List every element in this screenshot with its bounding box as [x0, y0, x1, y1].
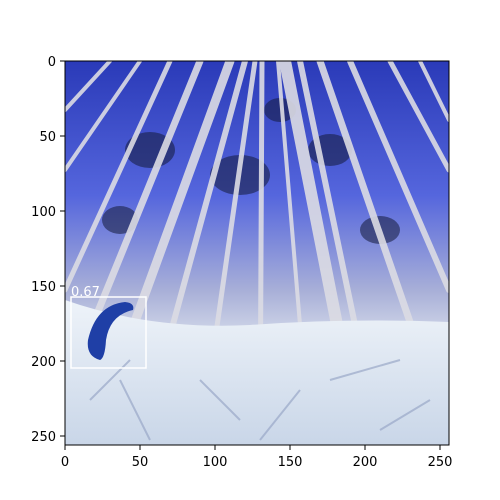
detection-score: 0.67 — [71, 285, 100, 300]
detection-box — [70, 296, 147, 369]
y-tick-label: 0 — [48, 55, 56, 70]
x-tick-label: 100 — [203, 455, 228, 470]
y-tick-label: 200 — [31, 355, 56, 370]
x-tick-label: 200 — [353, 455, 378, 470]
ground — [65, 300, 449, 445]
y-tick-label: 150 — [31, 280, 56, 295]
y-tick-label: 250 — [31, 430, 56, 445]
detected-object — [87, 302, 134, 360]
axes-frame — [64, 60, 450, 446]
x-axis: 0 50 100 150 200 250 — [61, 445, 453, 470]
photo: 0.67 — [65, 61, 449, 445]
x-tick-label: 150 — [278, 455, 303, 470]
x-tick-label: 50 — [132, 455, 149, 470]
y-axis: 0 50 100 150 200 250 — [31, 55, 65, 445]
y-tick-label: 100 — [31, 205, 56, 220]
x-tick-label: 0 — [61, 455, 69, 470]
x-tick-label: 250 — [428, 455, 453, 470]
y-tick-label: 50 — [39, 130, 56, 145]
ground-shadows — [89, 359, 431, 441]
